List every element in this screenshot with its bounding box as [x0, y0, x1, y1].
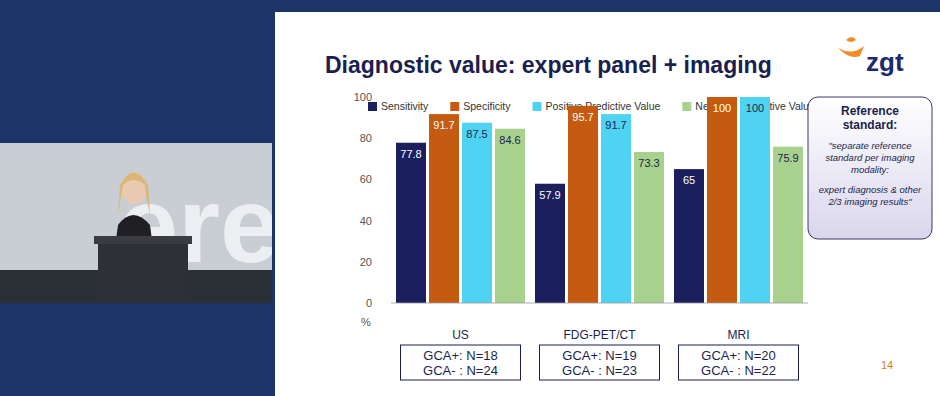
data-label: 91.7 [605, 119, 626, 131]
bar [740, 97, 770, 303]
page: erenc Diagnostic value: expert panel + im… [0, 0, 940, 396]
group-note: GCA- : N=23 [562, 363, 637, 378]
data-label: 100 [713, 102, 731, 114]
legend-swatch [533, 102, 542, 111]
group-note-box [401, 345, 521, 380]
reference-content: Reference standard: "separate reference s… [812, 100, 928, 236]
legend-label: Specificity [463, 100, 511, 112]
podium-top [94, 236, 192, 244]
legend-swatch [682, 102, 691, 111]
data-label: 87.5 [466, 128, 487, 140]
reference-heading: Reference standard: [812, 104, 928, 132]
bar [495, 129, 525, 303]
data-label: 65 [683, 174, 695, 186]
group-note: GCA+: N=18 [423, 348, 497, 363]
category-label: US [452, 328, 469, 342]
data-label: 73.3 [638, 157, 659, 169]
group-note: GCA+: N=19 [562, 348, 636, 363]
data-label: 91.7 [433, 119, 454, 131]
data-label: 100 [746, 102, 764, 114]
bar [396, 143, 426, 303]
category-label: MRI [728, 328, 750, 342]
y-tick-label: 40 [360, 215, 372, 227]
y-tick-label: 0 [366, 297, 372, 309]
bar [773, 147, 803, 303]
bar [601, 114, 631, 303]
data-labels: 77.8 91.7 87.5 84.6 57.9 95.7 91.7 73.3 65 100 100… [400, 102, 798, 201]
bar [568, 106, 598, 303]
data-label: 95.7 [572, 111, 593, 123]
presenter-hair [118, 173, 150, 216]
bar [707, 97, 737, 303]
bar [634, 152, 664, 303]
y-tick-label: 80 [360, 132, 372, 144]
y-tick-label: 100 [354, 91, 372, 103]
logo-mark [846, 37, 856, 42]
group-note-box [679, 345, 799, 380]
video: erenc [0, 143, 272, 303]
group-note: GCA+: N=20 [701, 348, 775, 363]
reference-text-block: Reference standard: "separate reference s… [812, 104, 928, 208]
y-axis-label: % [361, 316, 371, 328]
bar [462, 123, 492, 303]
bars [396, 97, 803, 303]
group-note: GCA- : N=24 [423, 363, 498, 378]
bar [674, 169, 704, 303]
group-note-box [540, 345, 660, 380]
group-note: GCA- : N=22 [701, 363, 776, 378]
y-tick-label: 20 [360, 256, 372, 268]
bar [535, 184, 565, 303]
podium [98, 240, 188, 303]
y-tick-label: 60 [360, 173, 372, 185]
category-label: FDG-PET/CT [564, 328, 637, 342]
logo-mark [838, 46, 864, 57]
legend-swatch [450, 102, 459, 111]
reference-line: "separate reference standard per imaging… [812, 140, 928, 176]
slide [275, 12, 940, 396]
x-axis-line [391, 303, 808, 304]
reference-box [808, 97, 932, 239]
data-label: 57.9 [539, 189, 560, 201]
data-label: 75.9 [777, 152, 798, 164]
page-number: 14 [881, 359, 893, 371]
background [0, 0, 940, 396]
bar [429, 114, 459, 303]
legend-label: Sensitivity [381, 100, 429, 112]
legend-swatch [368, 102, 377, 111]
legend-label: Positive Predictive Value [546, 100, 661, 112]
title: Diagnostic value: expert panel + imaging [325, 52, 772, 78]
data-label: 84.6 [499, 134, 520, 146]
logo: zgt [866, 47, 904, 77]
reference-line: expert diagnosis & other 2/3 imaging res… [812, 184, 928, 208]
data-label: 77.8 [400, 148, 421, 160]
